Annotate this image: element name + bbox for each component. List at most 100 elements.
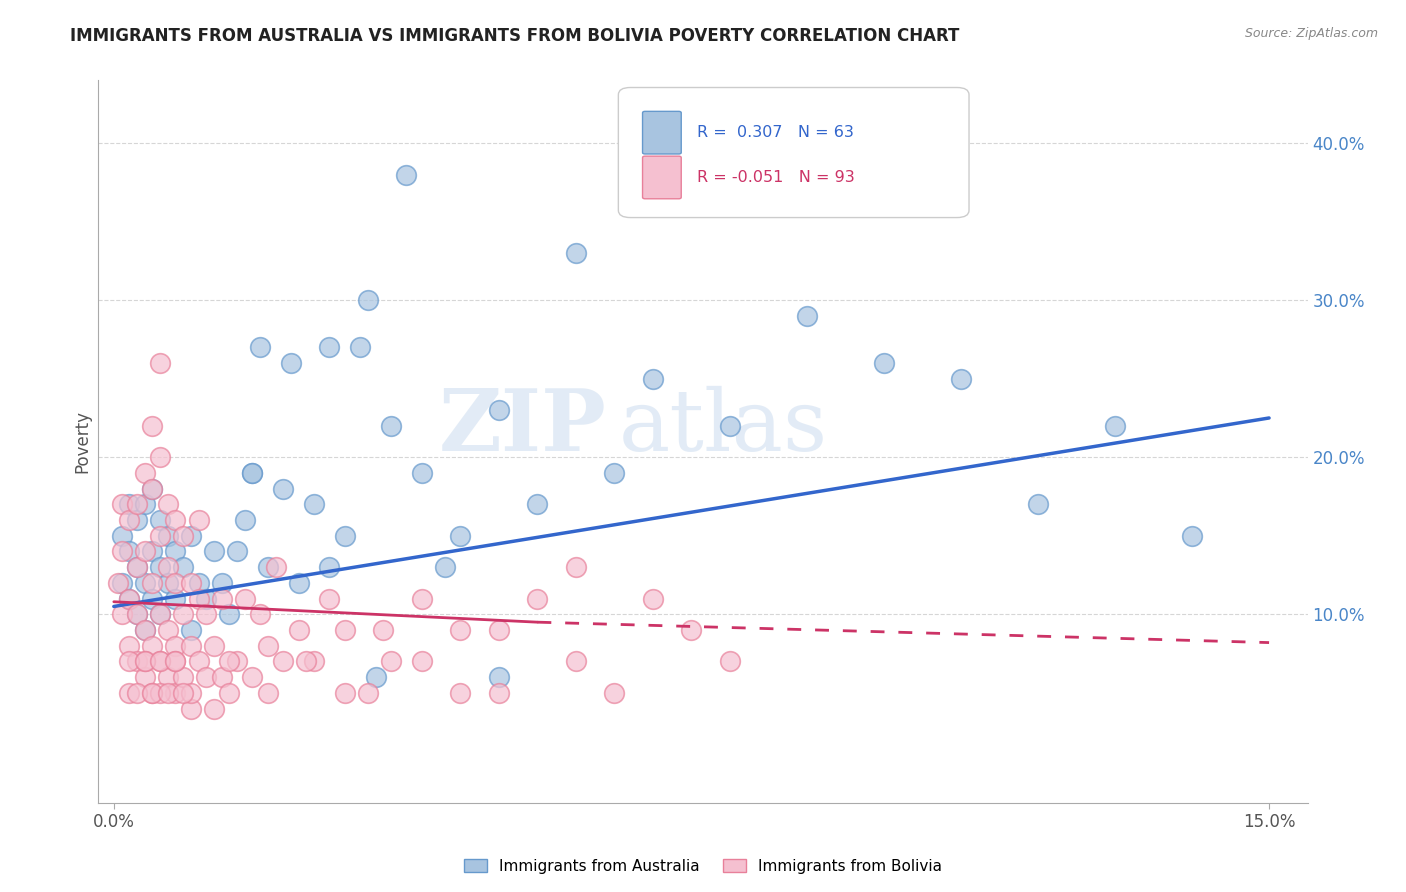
Point (526, 497, 548, 511)
Point (149, 607, 172, 622)
Point (149, 560, 172, 574)
Point (165, 655, 187, 669)
FancyBboxPatch shape (643, 112, 682, 154)
Point (411, 655, 433, 669)
Point (211, 670, 233, 684)
Point (180, 529, 202, 543)
Point (149, 529, 172, 543)
Point (156, 529, 179, 543)
Point (211, 575, 233, 590)
Point (449, 623, 471, 637)
Point (257, 639, 280, 653)
Point (211, 591, 233, 606)
Point (125, 560, 148, 574)
Point (318, 591, 340, 606)
Point (165, 655, 187, 669)
Point (180, 623, 202, 637)
Point (1104, 418, 1126, 433)
Point (1026, 497, 1049, 511)
Point (156, 497, 179, 511)
Point (218, 686, 240, 700)
Point (180, 701, 202, 715)
Point (134, 575, 156, 590)
Point (134, 544, 156, 558)
Point (202, 639, 225, 653)
Point (156, 670, 179, 684)
Point (187, 591, 209, 606)
Point (141, 686, 163, 700)
Point (271, 655, 294, 669)
Text: R =  0.307   N = 63: R = 0.307 N = 63 (697, 125, 853, 140)
Point (125, 607, 148, 622)
Point (118, 513, 141, 527)
Point (302, 655, 325, 669)
Point (333, 686, 356, 700)
Point (149, 356, 172, 370)
Point (125, 560, 148, 574)
Point (149, 655, 172, 669)
Point (242, 466, 264, 480)
Point (488, 670, 510, 684)
Point (449, 686, 471, 700)
Point (187, 655, 209, 669)
Point (433, 560, 456, 574)
Point (172, 670, 194, 684)
Point (242, 670, 264, 684)
Text: atlas: atlas (619, 385, 828, 468)
Point (565, 246, 588, 260)
Point (249, 607, 271, 622)
Point (641, 591, 664, 606)
Point (125, 497, 148, 511)
Text: ZIP: ZIP (439, 385, 606, 469)
Point (165, 686, 187, 700)
Point (950, 372, 973, 386)
Point (180, 639, 202, 653)
Point (233, 513, 256, 527)
Point (156, 623, 179, 637)
Point (318, 340, 340, 354)
Point (873, 356, 896, 370)
Point (110, 544, 132, 558)
Point (141, 482, 163, 496)
Point (172, 607, 194, 622)
FancyBboxPatch shape (643, 156, 682, 199)
Point (172, 529, 194, 543)
Point (110, 529, 132, 543)
Point (226, 655, 249, 669)
Point (411, 466, 433, 480)
Point (149, 450, 172, 465)
Point (156, 575, 179, 590)
Point (134, 497, 156, 511)
Point (141, 544, 163, 558)
Point (449, 529, 471, 543)
Point (141, 639, 163, 653)
Point (357, 686, 380, 700)
Point (180, 575, 202, 590)
Point (357, 293, 380, 308)
Point (180, 686, 202, 700)
Point (195, 670, 218, 684)
Point (156, 560, 179, 574)
Point (295, 655, 318, 669)
Point (287, 575, 309, 590)
Point (149, 655, 172, 669)
Point (565, 655, 588, 669)
Point (287, 623, 309, 637)
Point (134, 655, 156, 669)
Point (107, 575, 129, 590)
Point (218, 607, 240, 622)
Point (257, 686, 280, 700)
Point (603, 686, 626, 700)
Point (134, 670, 156, 684)
Point (202, 701, 225, 715)
Point (187, 513, 209, 527)
Point (172, 686, 194, 700)
Point (165, 513, 187, 527)
Text: IMMIGRANTS FROM AUSTRALIA VS IMMIGRANTS FROM BOLIVIA POVERTY CORRELATION CHART: IMMIGRANTS FROM AUSTRALIA VS IMMIGRANTS … (70, 27, 960, 45)
FancyBboxPatch shape (619, 87, 969, 218)
Point (280, 356, 302, 370)
Point (603, 466, 626, 480)
Point (565, 560, 588, 574)
Point (202, 544, 225, 558)
Point (125, 513, 148, 527)
